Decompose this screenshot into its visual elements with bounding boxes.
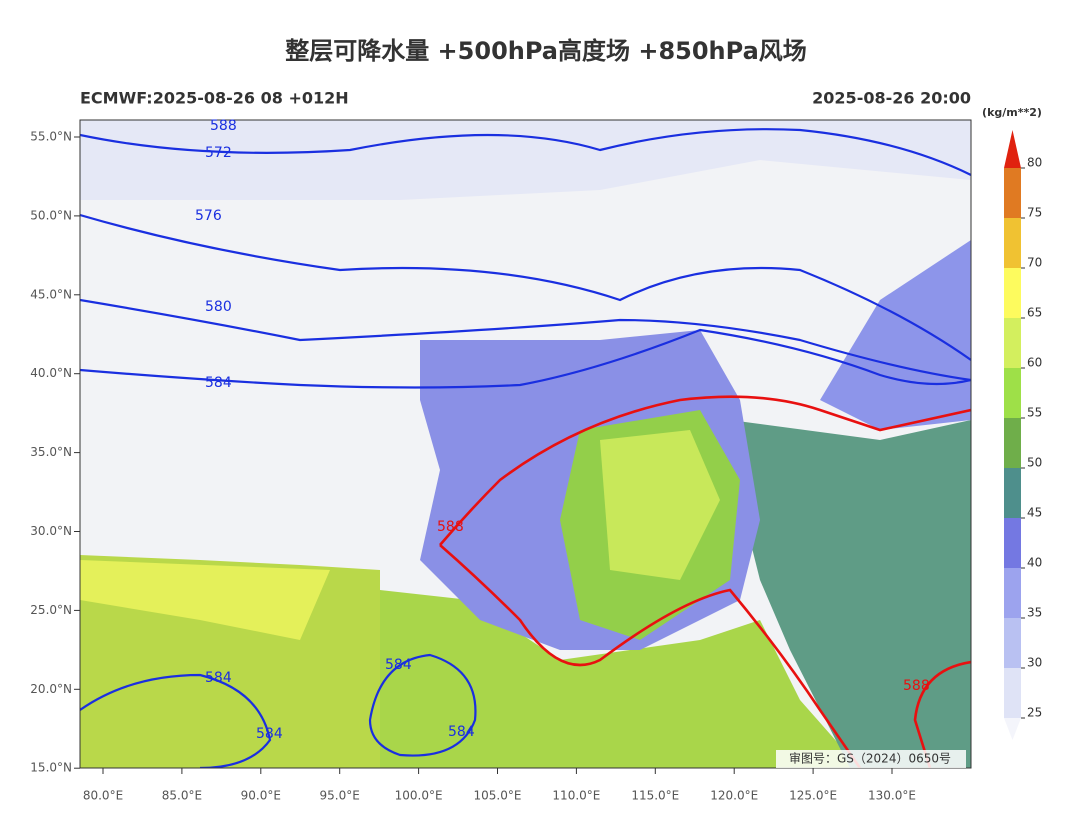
colorbar-band [1004,568,1021,618]
contour-label: 576 [195,208,222,224]
colorbar-label: 50 [1027,456,1042,470]
lat-label: 40.0°N [30,366,72,380]
colorbar-band [1004,218,1021,268]
colorbar-band [1004,618,1021,668]
colorbar: (kg/m**2) 25 30 35 40 45 50 55 60 65 70 75 80 [982,106,1042,740]
contour-label: 588 [437,519,464,535]
contour-label: 580 [205,299,232,315]
colorbar-label: 30 [1027,656,1042,670]
lat-label: 20.0°N [30,682,72,696]
colorbar-label: 60 [1027,356,1042,370]
lon-label: 110.0°E [552,789,600,803]
lat-label: 45.0°N [30,287,72,301]
colorbar-label: 45 [1027,506,1042,520]
colorbar-band [1004,368,1021,418]
lon-label: 80.0°E [83,789,123,803]
colorbar-label: 65 [1027,306,1042,320]
588-contour [439,395,971,768]
colorbar-label: 70 [1027,256,1042,270]
lat-label: 35.0°N [30,445,72,459]
lon-label: 120.0°E [710,789,758,803]
colorbar-extend [1004,718,1021,740]
colorbar-label: 40 [1027,556,1042,570]
lon-label: 115.0°E [631,789,679,803]
lon-label: 95.0°E [320,789,360,803]
colorbar-label: 35 [1027,606,1042,620]
lat-axis: 55.0°N 50.0°N 45.0°N 40.0°N 35.0°N 30.0°N 25.0… [30,130,80,775]
lon-label: 105.0°E [474,789,522,803]
contour-label: 572 [205,145,232,161]
colorbar-band [1004,418,1021,468]
lat-label: 15.0°N [30,761,72,775]
map-area: 588 572 576 580 584 584 584 584 584 588 … [79,118,972,769]
lat-label: 55.0°N [30,130,72,144]
contour-label: 588 [903,678,930,694]
contour-label: 588 [210,118,237,134]
lon-axis: 80.0°E 85.0°E 90.0°E 95.0°E 100.0°E 105.0°E 11… [83,768,916,803]
contour-label: 584 [256,726,283,742]
colorbar-label: 25 [1027,706,1042,720]
lat-label: 30.0°N [30,524,72,538]
lon-label: 85.0°E [162,789,202,803]
model-run: ECMWF:2025-08-26 08 +012H [80,89,349,108]
colorbar-band [1004,668,1021,718]
colorbar-band [1004,318,1021,368]
lat-label: 50.0°N [30,208,72,222]
contour-label: 584 [385,657,412,673]
contour-labels: 588 572 576 580 584 584 584 584 584 588 … [195,118,930,742]
lon-label: 130.0°E [868,789,916,803]
contour-label: 584 [448,724,475,740]
colorbar-band [1004,468,1021,518]
colorbar-unit: (kg/m**2) [982,106,1042,119]
colorbar-band [1004,518,1021,568]
colorbar-extend [1004,130,1021,168]
contour-label: 584 [205,670,232,686]
colorbar-band [1004,268,1021,318]
valid-time: 2025-08-26 20:00 [812,89,971,108]
title: 整层可降水量 +500hPa高度场 +850hPa风场 [285,37,807,65]
lat-label: 25.0°N [30,603,72,617]
lon-label: 100.0°E [395,789,443,803]
contour-label: 584 [205,375,232,391]
colorbar-label: 75 [1027,206,1042,220]
lon-label: 90.0°E [241,789,281,803]
colorbar-band [1004,168,1021,218]
colorbar-label: 55 [1027,406,1042,420]
height-contours [80,128,971,768]
lon-label: 125.0°E [789,789,837,803]
colorbar-label: 80 [1027,156,1042,170]
approval-number: 审图号：GS（2024）0650号 [789,751,951,766]
